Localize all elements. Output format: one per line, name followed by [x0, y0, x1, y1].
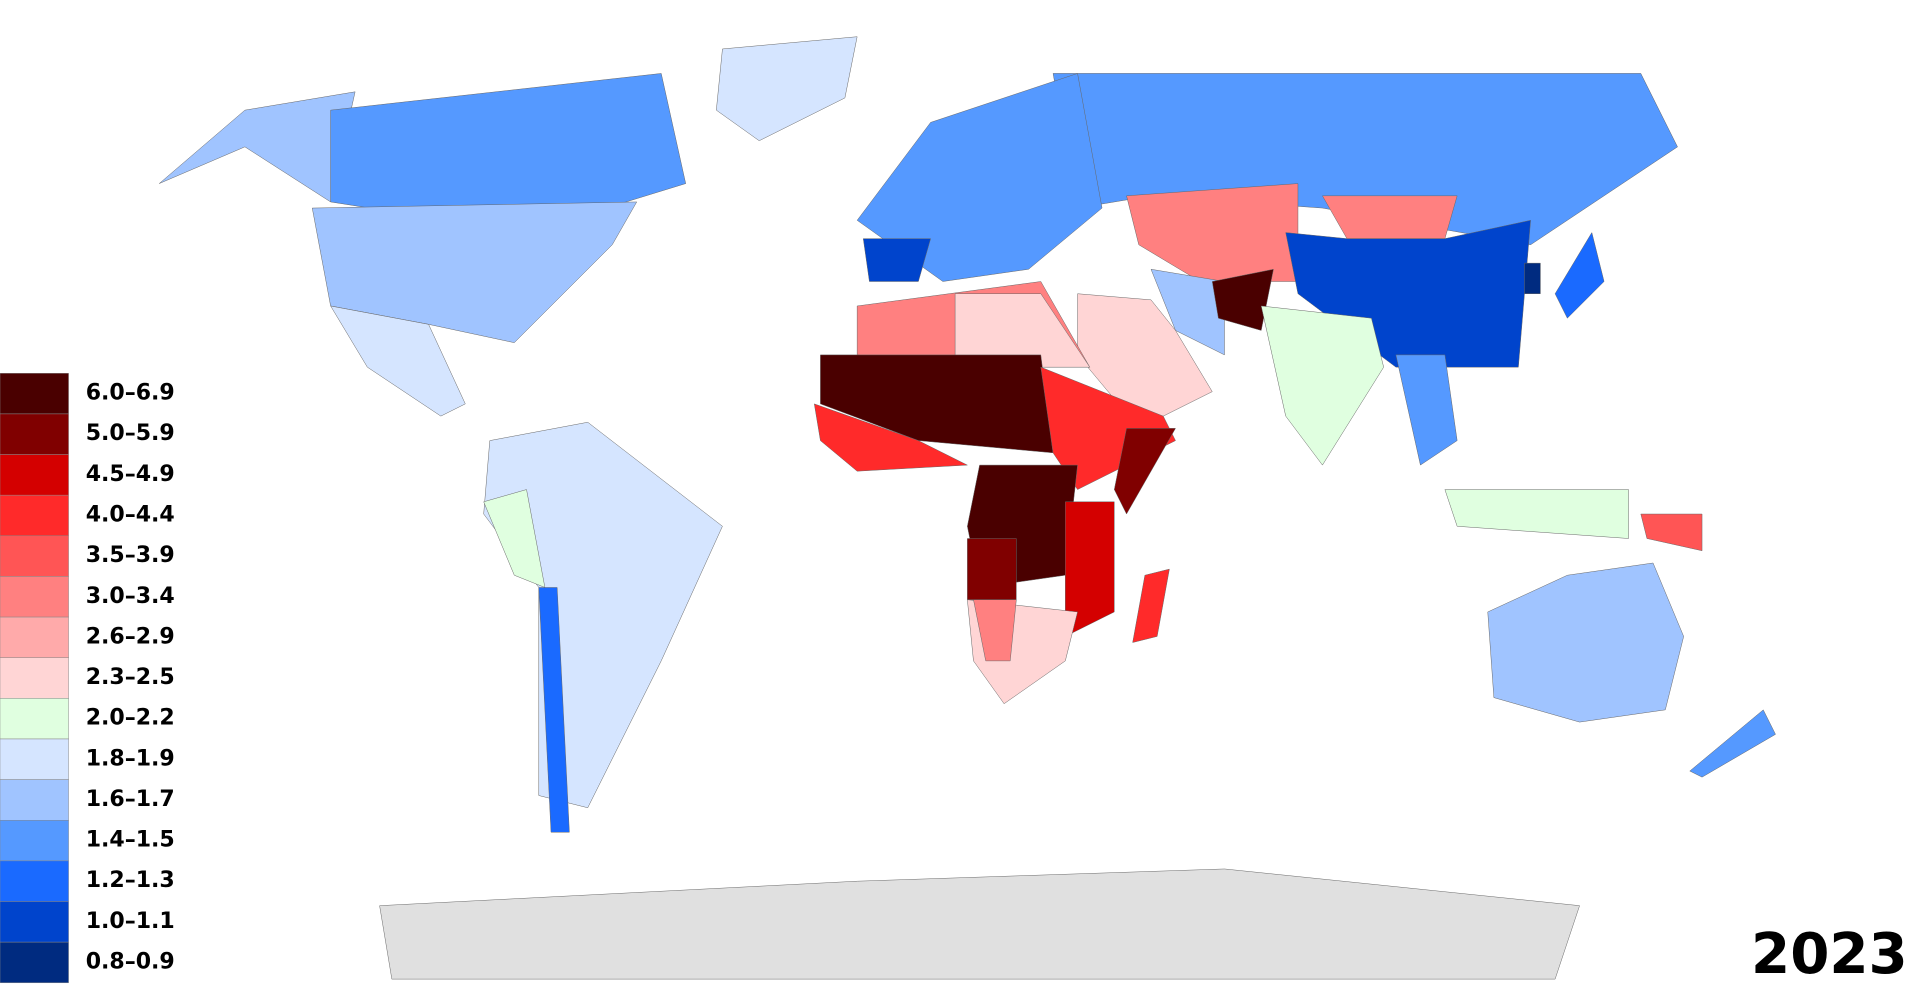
alaska	[159, 91, 356, 203]
japan	[1554, 231, 1605, 319]
legend-swatch	[0, 454, 69, 496]
legend-label: 1.4–1.5	[86, 828, 175, 853]
iran	[1150, 268, 1225, 356]
legend-swatch	[0, 535, 69, 577]
legend-swatch	[0, 779, 69, 821]
indonesia	[1444, 489, 1629, 539]
spain	[862, 238, 931, 282]
legend-label: 1.8–1.9	[86, 746, 175, 771]
legend-swatch	[0, 373, 69, 415]
legend-swatch	[0, 413, 69, 455]
legend-label: 1.2–1.3	[86, 868, 175, 893]
korea	[1524, 262, 1541, 294]
legend-swatch	[0, 738, 69, 780]
legend-swatch	[0, 698, 69, 740]
legend-label: 0.8–0.9	[86, 949, 175, 974]
madagascar	[1132, 568, 1170, 643]
mongolia	[1322, 195, 1458, 239]
countries	[159, 36, 1776, 980]
somalia	[1114, 428, 1176, 515]
greenland	[716, 36, 858, 142]
europe	[856, 73, 1103, 282]
legend-label: 6.0–6.9	[86, 381, 175, 406]
chile	[538, 587, 570, 833]
legend-swatch	[0, 941, 69, 984]
papua	[1640, 513, 1703, 552]
year-label: 2023	[1751, 922, 1908, 984]
legend-label: 3.5–3.9	[86, 543, 175, 568]
legend-label: 1.6–1.7	[86, 787, 175, 812]
legend-label: 4.0–4.4	[86, 503, 175, 528]
legend-swatch	[0, 657, 69, 699]
angola	[967, 538, 1017, 600]
legend-swatch	[0, 576, 69, 618]
india	[1260, 305, 1384, 466]
south-america	[483, 421, 723, 809]
australia	[1487, 562, 1684, 723]
legend-label: 2.6–2.9	[86, 624, 175, 649]
legend-swatch	[0, 494, 69, 537]
new-zealand	[1689, 709, 1776, 778]
central-asia	[1126, 183, 1299, 282]
legend-swatch	[0, 820, 69, 862]
sahel	[820, 354, 1054, 454]
legend-label: 1.0–1.1	[86, 909, 175, 934]
legend-label: 5.0–5.9	[86, 421, 175, 446]
legend-label: 2.3–2.5	[86, 665, 175, 690]
legend: 6.0–6.9 5.0–5.9 4.5–4.9 4.0–4.4 3.5–3.9 3.0–3…	[0, 373, 175, 984]
afghanistan	[1211, 268, 1274, 331]
legend-label: 4.5–4.9	[86, 462, 175, 487]
namibia	[973, 599, 1017, 662]
antarctica	[379, 868, 1580, 980]
east-africa	[1065, 501, 1115, 637]
legend-swatch	[0, 860, 69, 902]
libya-egypt	[954, 293, 1091, 368]
legend-label: 2.0–2.2	[86, 706, 175, 731]
mexico	[330, 305, 466, 417]
west-africa	[813, 403, 969, 472]
se-asia	[1395, 354, 1458, 466]
legend-swatch	[0, 616, 69, 658]
legend-label: 3.0–3.4	[86, 584, 175, 609]
legend-swatch	[0, 901, 69, 943]
